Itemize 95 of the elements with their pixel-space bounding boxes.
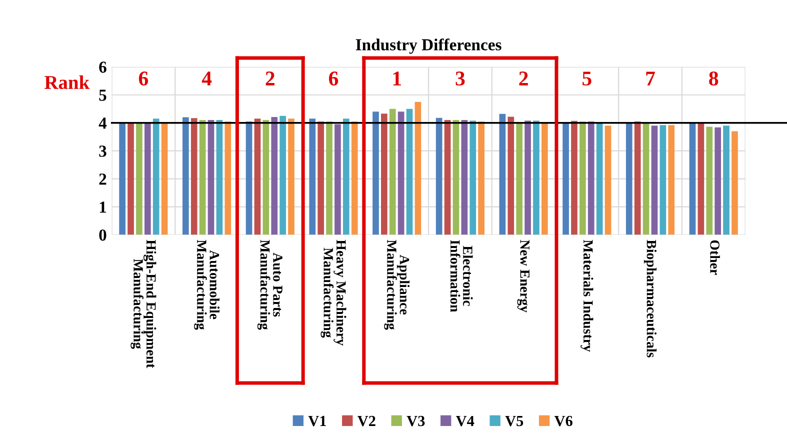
bar — [342, 118, 350, 235]
bar — [190, 118, 198, 235]
bar — [398, 112, 404, 235]
legend-label: V3 — [406, 416, 425, 426]
bar — [309, 118, 316, 235]
bar — [381, 114, 388, 235]
bar — [499, 114, 506, 235]
text: Rank — [44, 75, 90, 90]
bar — [414, 102, 422, 235]
y-tick-label: 5 — [99, 90, 106, 101]
annotation: 3 — [456, 72, 465, 86]
bar — [144, 122, 151, 235]
bar — [182, 117, 189, 235]
legend-label: V1 — [308, 416, 326, 426]
y-tick-label: 6 — [99, 62, 106, 73]
legend-label: V2 — [357, 416, 376, 426]
bar — [262, 120, 270, 235]
bar — [634, 121, 641, 235]
annotation: 7 — [646, 72, 655, 86]
bar — [152, 118, 160, 235]
bar — [470, 120, 476, 235]
bar — [199, 120, 206, 235]
bar — [604, 126, 612, 235]
bar — [714, 127, 722, 235]
bar — [533, 120, 540, 235]
bar — [288, 118, 294, 235]
bar — [626, 122, 632, 235]
x-tick-label: Electronic Information — [450, 240, 473, 312]
bar — [254, 118, 261, 235]
bar — [444, 120, 451, 235]
annotation: 1 — [393, 72, 401, 86]
y-tick-label: 3 — [99, 146, 106, 157]
x-tick-label: New Energy — [517, 240, 530, 312]
bar — [516, 122, 522, 235]
bar — [596, 122, 603, 235]
bar — [208, 120, 214, 235]
x-tick-label: Other — [710, 240, 720, 275]
annotation: 4 — [202, 72, 212, 86]
bar — [119, 122, 126, 235]
bar — [706, 126, 713, 235]
bar — [224, 121, 232, 235]
bar — [668, 125, 675, 235]
bar — [651, 126, 658, 235]
y-tick-label: 2 — [99, 174, 106, 185]
x-tick-label: Heavy Machinery Manufacturing — [320, 240, 346, 346]
bar — [436, 118, 442, 235]
x-tick-label: Materials Industry — [580, 240, 594, 352]
legend-label: V6 — [554, 416, 572, 426]
bar — [161, 122, 168, 235]
x-tick-label: Biopharmaceuticals — [644, 240, 657, 358]
annotation: 6 — [328, 72, 338, 86]
bar — [246, 121, 252, 235]
bar — [318, 121, 324, 235]
bar — [524, 120, 531, 235]
bar — [542, 122, 548, 235]
bar — [136, 122, 142, 235]
bar — [406, 108, 413, 235]
y-tick-label: 1 — [100, 202, 106, 213]
bar — [216, 120, 223, 235]
bar — [334, 124, 341, 235]
annotation: 5 — [582, 72, 592, 86]
bar — [389, 108, 396, 235]
bar — [571, 120, 578, 235]
annotation: 6 — [138, 72, 148, 86]
y-tick-label: 0 — [99, 229, 106, 241]
bar — [372, 112, 379, 235]
x-tick-label: Auto Parts Manufacturing — [257, 240, 282, 330]
bar — [271, 116, 278, 235]
x-tick-label: Appliance Manufacturing — [384, 240, 410, 330]
bar — [128, 122, 134, 235]
bar — [452, 120, 460, 235]
legend-label: V4 — [456, 416, 474, 426]
y-tick-label: 4 — [98, 118, 107, 129]
bar — [723, 126, 730, 235]
bar — [732, 131, 738, 235]
chart-title: Industry Differences — [356, 38, 502, 54]
bar — [698, 122, 704, 235]
annotation: 2 — [519, 72, 528, 86]
legend-label: V5 — [505, 416, 524, 426]
bar — [508, 116, 514, 235]
x-tick-label: High-End Equipment Manufacturing — [130, 240, 156, 368]
bar — [689, 122, 696, 235]
bar — [588, 121, 594, 235]
bar — [562, 122, 569, 235]
bar — [642, 122, 650, 235]
bar — [326, 121, 332, 235]
annotation: 2 — [266, 72, 274, 86]
annotation: 8 — [709, 71, 718, 86]
bar — [280, 116, 286, 235]
bar — [660, 125, 666, 235]
bar — [461, 120, 468, 235]
bar — [580, 121, 586, 235]
bar — [478, 121, 484, 235]
bar — [351, 121, 358, 235]
x-tick-label: Automobile Manufacturing — [194, 240, 220, 330]
